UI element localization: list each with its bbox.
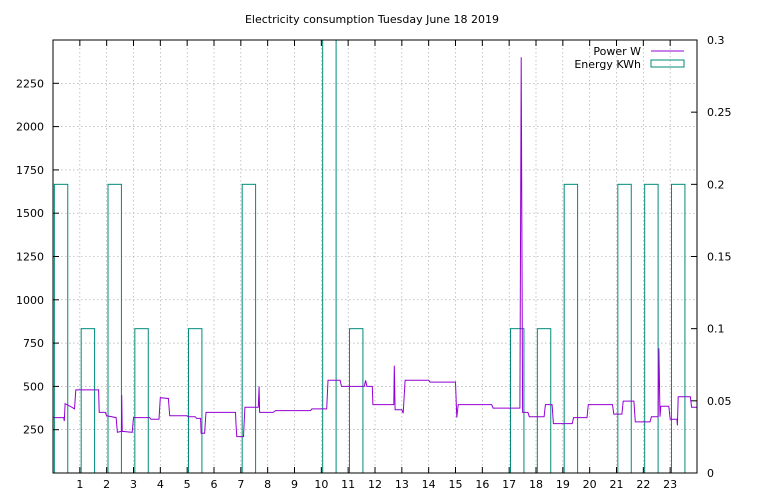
axes: 1 2 3 4 5 6 7 8 9 10 11 12 13 14 15 16 17 18 19 20 21 22 23250… bbox=[16, 34, 732, 491]
chart-title: Electricity consumption Tuesday June 18 … bbox=[245, 13, 499, 26]
y-tick-label: 1500 bbox=[16, 207, 44, 220]
energy-bar bbox=[644, 183, 659, 474]
y2-tick-label: 0.3 bbox=[707, 34, 725, 47]
x-tick-label: 21 bbox=[610, 478, 624, 491]
y2-tick-label: 0.2 bbox=[707, 178, 725, 191]
energy-bar bbox=[188, 328, 203, 474]
power-series-line bbox=[53, 57, 697, 438]
x-tick-label: 8 bbox=[264, 478, 271, 491]
energy-bar bbox=[536, 328, 552, 474]
energy-bar bbox=[80, 328, 96, 474]
power-line bbox=[53, 57, 697, 438]
x-tick-label: 6 bbox=[211, 478, 218, 491]
x-tick-label: 18 bbox=[529, 478, 543, 491]
x-tick-label: 15 bbox=[449, 478, 463, 491]
y2-tick-label: 0.15 bbox=[707, 251, 732, 264]
x-tick-label: 19 bbox=[556, 478, 570, 491]
y2-tick-label: 0.05 bbox=[707, 395, 732, 408]
legend-swatch-energy bbox=[650, 59, 685, 68]
y-tick-label: 1750 bbox=[16, 164, 44, 177]
energy-bar bbox=[349, 328, 364, 474]
x-tick-label: 1 bbox=[76, 478, 83, 491]
y2-tick-label: 0.1 bbox=[707, 323, 725, 336]
x-tick-label: 3 bbox=[130, 478, 137, 491]
y-tick-label: 500 bbox=[23, 380, 44, 393]
x-tick-label: 23 bbox=[663, 478, 677, 491]
y2-tick-label: 0 bbox=[707, 467, 714, 480]
legend: Power W Energy KWh bbox=[574, 45, 685, 71]
x-tick-label: 14 bbox=[422, 478, 436, 491]
y-tick-label: 1000 bbox=[16, 294, 44, 307]
x-tick-label: 20 bbox=[583, 478, 597, 491]
x-tick-label: 11 bbox=[341, 478, 355, 491]
x-tick-label: 4 bbox=[157, 478, 164, 491]
energy-bar bbox=[134, 328, 149, 474]
x-tick-label: 9 bbox=[291, 478, 298, 491]
y-tick-label: 2250 bbox=[16, 77, 44, 90]
x-tick-label: 12 bbox=[368, 478, 382, 491]
y-tick-label: 1250 bbox=[16, 251, 44, 264]
x-tick-label: 22 bbox=[636, 478, 650, 491]
x-tick-label: 5 bbox=[184, 478, 191, 491]
x-tick-label: 17 bbox=[502, 478, 516, 491]
legend-label-energy: Energy KWh bbox=[574, 58, 641, 71]
y-tick-label: 750 bbox=[23, 337, 44, 350]
x-tick-label: 2 bbox=[103, 478, 110, 491]
y-tick-label: 250 bbox=[23, 424, 44, 437]
x-tick-label: 13 bbox=[395, 478, 409, 491]
y-tick-label: 2000 bbox=[16, 121, 44, 134]
x-tick-label: 10 bbox=[314, 478, 328, 491]
legend-label-power: Power W bbox=[593, 45, 641, 58]
y2-tick-label: 0.25 bbox=[707, 106, 732, 119]
x-tick-label: 7 bbox=[237, 478, 244, 491]
x-tick-label: 16 bbox=[475, 478, 489, 491]
grid-lines bbox=[53, 40, 697, 473]
